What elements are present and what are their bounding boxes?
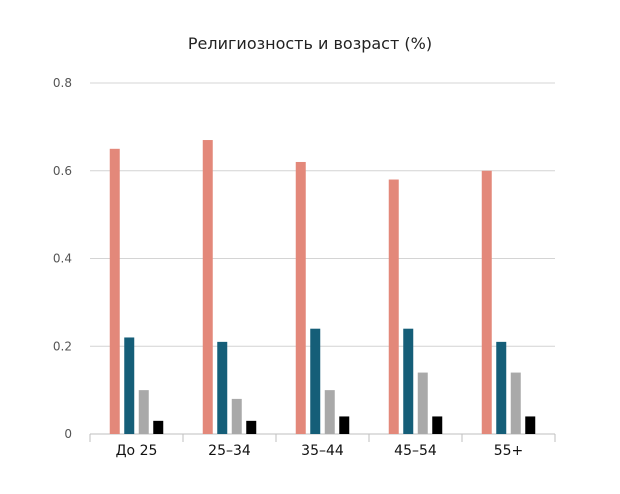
bar-4-2 <box>510 372 521 434</box>
bar-2-0 <box>295 161 306 434</box>
x-tick-label-1: 25–34 <box>208 443 251 459</box>
bar-1-0 <box>202 140 213 434</box>
bar-2-1 <box>310 328 321 434</box>
bar-0-3 <box>153 420 164 434</box>
bar-3-0 <box>388 179 399 434</box>
bar-3-1 <box>403 328 414 434</box>
bar-0-0 <box>109 148 120 434</box>
x-tick-label-0: До 25 <box>116 443 158 459</box>
bar-1-1 <box>217 341 228 434</box>
bar-4-1 <box>496 341 507 434</box>
bar-4-0 <box>481 170 492 434</box>
bar-4-3 <box>525 416 536 434</box>
chart-title: Религиозность и возраст (%) <box>187 34 433 53</box>
bar-1-3 <box>246 420 257 434</box>
bar-2-3 <box>339 416 350 434</box>
bar-3-3 <box>432 416 443 434</box>
x-tick-label-3: 45–54 <box>394 443 437 459</box>
y-tick-label-3: 0.6 <box>53 164 72 178</box>
bar-1-2 <box>231 398 242 434</box>
y-tick-label-0: 0 <box>64 427 72 441</box>
y-tick-label-4: 0.8 <box>53 76 72 90</box>
y-tick-label-2: 0.4 <box>53 252 72 266</box>
bar-3-2 <box>417 372 428 434</box>
x-tick-label-4: 55+ <box>494 443 524 459</box>
x-tick-label-2: 35–44 <box>301 443 344 459</box>
bar-0-2 <box>138 390 149 434</box>
bar-2-2 <box>324 390 335 434</box>
y-tick-label-1: 0.2 <box>53 339 72 353</box>
bar-0-1 <box>124 337 135 434</box>
